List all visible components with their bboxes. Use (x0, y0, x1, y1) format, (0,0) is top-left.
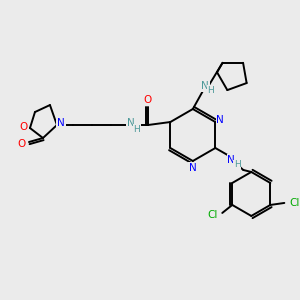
Text: O: O (144, 95, 152, 105)
Text: N: N (227, 155, 235, 165)
Text: O: O (20, 122, 28, 132)
Text: Cl: Cl (289, 198, 299, 208)
Text: N: N (57, 118, 65, 128)
Text: H: H (134, 124, 140, 134)
Text: N: N (127, 118, 135, 128)
Text: H: H (234, 160, 241, 169)
Text: N: N (201, 81, 209, 91)
Text: Cl: Cl (207, 210, 217, 220)
Text: H: H (207, 85, 214, 94)
Text: O: O (18, 139, 26, 149)
Text: N: N (217, 115, 224, 125)
Text: N: N (189, 163, 197, 173)
